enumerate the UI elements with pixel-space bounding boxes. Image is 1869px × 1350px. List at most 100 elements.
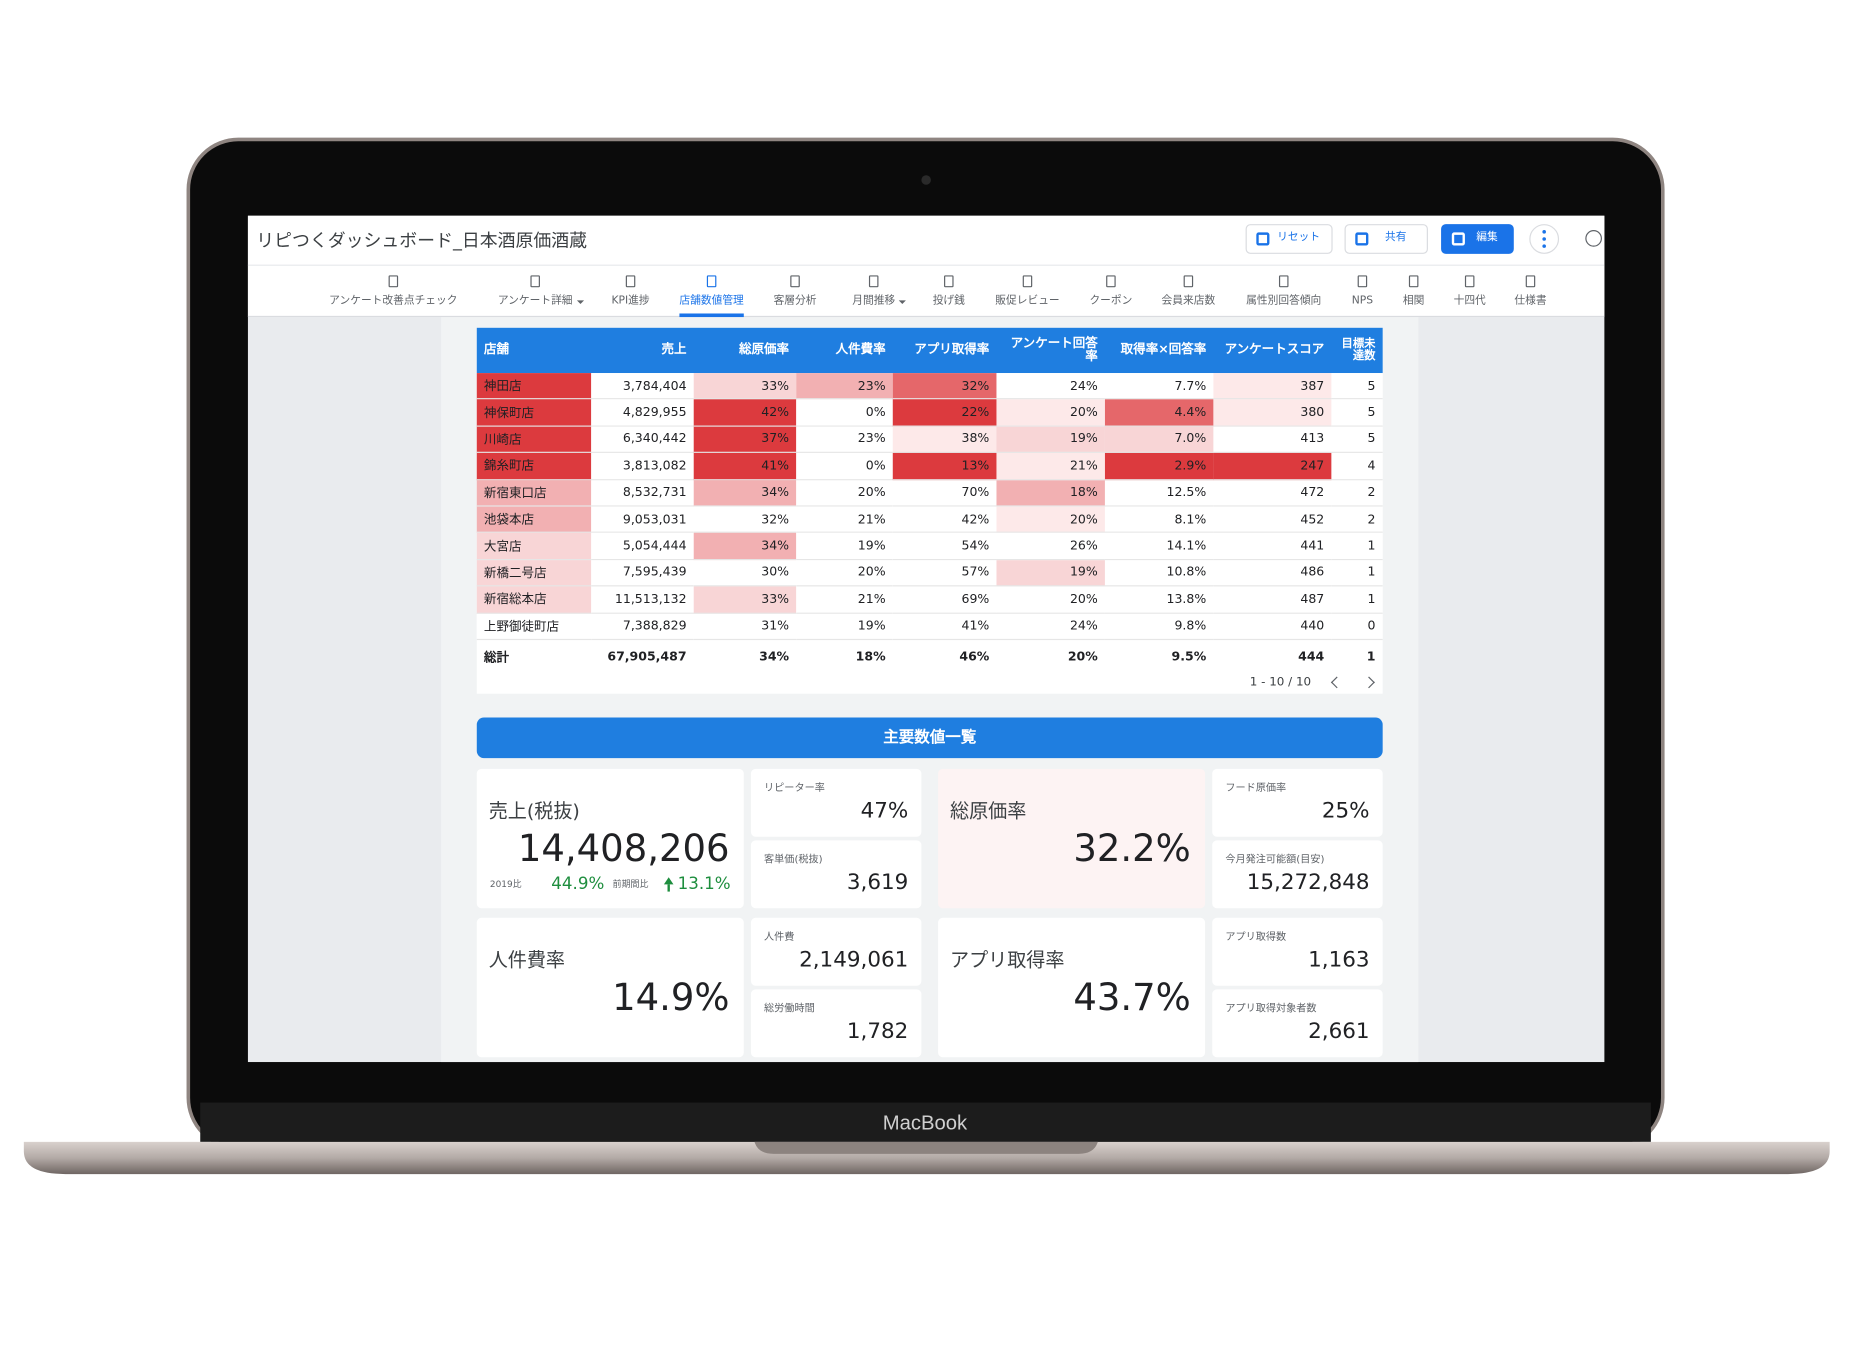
tab-label[interactable]: クーポン	[1089, 295, 1133, 307]
table-cell: 18%	[996, 479, 1105, 507]
column-header[interactable]: アプリ取得率	[914, 342, 990, 357]
tab-icon	[790, 275, 800, 288]
kpi-sub-value: 2,661	[1308, 1019, 1370, 1045]
table-cell: 380	[1213, 399, 1332, 427]
table-cell: 21%	[796, 506, 893, 534]
header-button[interactable]	[1344, 224, 1428, 254]
button-label[interactable]: リセット	[1277, 231, 1321, 244]
table-cell: 4,829,955	[591, 399, 694, 427]
column-header[interactable]: 目標未達数	[1341, 337, 1376, 363]
tab-label[interactable]: 仕様書	[1514, 295, 1547, 307]
tab-caret	[898, 300, 906, 304]
tab-underline	[679, 313, 744, 318]
table-cell: 新橋二号店	[476, 559, 592, 587]
kpi-sub-value: 1,163	[1308, 947, 1370, 973]
button-label[interactable]: 編集	[1476, 231, 1498, 244]
table-cell: 472	[1213, 479, 1332, 507]
tab-caret	[576, 300, 584, 304]
kpi-sub-value: 25%	[1321, 798, 1370, 824]
table-cell: 69%	[892, 586, 997, 614]
table-cell: 1	[1331, 586, 1383, 614]
table-cell: 32%	[892, 373, 997, 400]
column-header[interactable]: 人件費率	[835, 342, 886, 357]
tab-icon	[625, 275, 636, 288]
button-icon	[1256, 232, 1270, 246]
tab-label[interactable]: アンケート改善点チェック	[329, 295, 458, 307]
tab-label[interactable]: アンケート詳細	[497, 295, 573, 307]
table-cell: 11,513,132	[591, 586, 694, 614]
section-bar	[476, 717, 1383, 759]
table-cell: 2.9%	[1104, 453, 1214, 480]
tab-label[interactable]: 販促レビュー	[995, 295, 1060, 307]
table-cell: 57%	[892, 559, 997, 587]
column-header[interactable]: 売上	[661, 342, 687, 357]
kpi-sub-label: 客単価(税抜)	[764, 854, 823, 867]
tab-icon	[530, 275, 540, 288]
column-header[interactable]: 総原価率	[739, 342, 790, 357]
table-cell: 6,340,442	[591, 426, 694, 454]
table-cell: 8.1%	[1104, 506, 1214, 534]
column-header[interactable]: アンケート回答率	[1010, 336, 1098, 364]
device-label: MacBook	[882, 1111, 968, 1135]
tab-label[interactable]: 客層分析	[773, 295, 817, 307]
button-label[interactable]: 共有	[1385, 231, 1407, 244]
table-cell: 10.8%	[1104, 559, 1214, 587]
total-cell: 20%	[1067, 649, 1098, 664]
column-header[interactable]: アンケートスコア	[1224, 342, 1325, 357]
table-cell: 487	[1213, 586, 1332, 614]
tab-label[interactable]: 投げ銭	[932, 295, 965, 307]
total-cell: 67,905,487	[607, 649, 687, 664]
kpi-sub-value: 15,272,848	[1246, 870, 1370, 896]
comparison-label: 前期間比	[612, 878, 649, 890]
table-cell: 13.8%	[1104, 586, 1214, 614]
kpi-sub-label: アプリ取得数	[1225, 931, 1287, 944]
tab-label[interactable]: 会員来店数	[1161, 295, 1216, 307]
table-cell: 440	[1213, 613, 1332, 641]
kpi-value: 14,408,206	[517, 827, 730, 871]
table-cell: 5	[1331, 373, 1383, 400]
kpi-sub-label: 人件費	[764, 931, 795, 944]
table-cell: 川崎店	[476, 426, 592, 454]
kpi-sub-label: アプリ取得対象者数	[1225, 1003, 1317, 1016]
table-cell: 7.0%	[1104, 426, 1214, 454]
menu-dot	[1542, 237, 1546, 241]
table-cell: 34%	[693, 533, 797, 560]
table-cell: 上野御徒町店	[476, 613, 592, 641]
tab-label[interactable]: NPS	[1351, 295, 1374, 307]
kpi-sub-card	[750, 840, 922, 909]
table-cell: 7.7%	[1104, 373, 1214, 400]
table-cell: 7,595,439	[591, 559, 694, 587]
help-button[interactable]	[1585, 230, 1602, 247]
tab-label[interactable]: 十四代	[1453, 295, 1486, 307]
table-cell: 70%	[892, 479, 997, 507]
table-cell: 486	[1213, 559, 1332, 587]
tab-label[interactable]: 月間推移	[852, 295, 896, 307]
column-header[interactable]: 店舗	[483, 342, 509, 357]
table-cell: 21%	[996, 453, 1105, 480]
divider	[247, 264, 1605, 266]
table-cell: 41%	[693, 453, 797, 480]
section-title: 主要数値一覧	[883, 728, 977, 747]
kpi-sub-label: フード原価率	[1225, 782, 1287, 795]
table-cell: 19%	[796, 613, 893, 641]
column-header[interactable]: 取得率×回答率	[1120, 342, 1207, 357]
tab-icon	[1106, 275, 1116, 288]
tab-label[interactable]: KPI進捗	[611, 295, 650, 307]
comparison-value: 13.1%	[677, 874, 731, 894]
tab-label[interactable]: 相関	[1402, 295, 1425, 307]
table-cell: 神田店	[476, 373, 592, 400]
table-cell: 錦糸町店	[476, 453, 592, 480]
table-cell: 37%	[693, 426, 797, 454]
table-cell: 38%	[892, 426, 997, 454]
kpi-sub-label: リピーター率	[764, 782, 825, 795]
tab-icon	[1357, 275, 1368, 288]
header-button[interactable]	[1245, 224, 1333, 254]
up-arrow-stem	[667, 884, 670, 892]
kpi-value: 32.2%	[1073, 827, 1191, 871]
tab-label[interactable]: 店舗数値管理	[679, 295, 744, 307]
comparison-label: 2019比	[489, 878, 522, 890]
tab-icon	[1183, 275, 1194, 288]
tab-label[interactable]: 属性別回答傾向	[1246, 295, 1322, 307]
